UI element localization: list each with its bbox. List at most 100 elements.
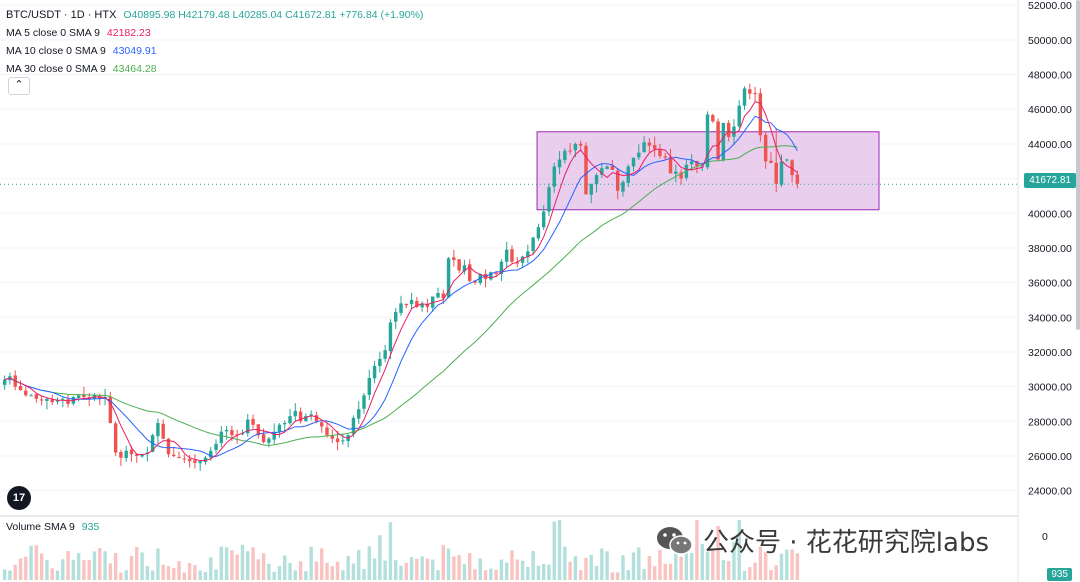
candle[interactable] bbox=[531, 237, 535, 251]
volume-bar[interactable] bbox=[224, 547, 229, 580]
volume-bar[interactable] bbox=[92, 551, 97, 580]
candle[interactable] bbox=[404, 303, 409, 306]
candle[interactable] bbox=[663, 156, 667, 158]
volume-bar[interactable] bbox=[568, 561, 572, 580]
candle[interactable] bbox=[177, 457, 181, 459]
candle[interactable] bbox=[605, 166, 609, 170]
volume-bar[interactable] bbox=[689, 553, 694, 580]
candle[interactable] bbox=[462, 265, 467, 272]
volume-bar[interactable] bbox=[674, 550, 678, 580]
volume-bar[interactable] bbox=[372, 558, 377, 580]
candle[interactable] bbox=[224, 429, 229, 432]
volume-bar[interactable] bbox=[716, 526, 720, 580]
candle[interactable] bbox=[288, 416, 292, 424]
candle[interactable] bbox=[298, 411, 303, 422]
volume-bar[interactable] bbox=[166, 566, 171, 580]
candle[interactable] bbox=[547, 187, 551, 212]
volume-bar[interactable] bbox=[531, 550, 535, 580]
volume-bar[interactable] bbox=[658, 549, 662, 580]
volume-bar[interactable] bbox=[13, 564, 17, 580]
volume-bar[interactable] bbox=[288, 562, 292, 580]
candle[interactable] bbox=[320, 422, 324, 427]
candle[interactable] bbox=[573, 143, 578, 151]
volume-bar[interactable] bbox=[642, 569, 646, 580]
candle[interactable] bbox=[785, 159, 789, 161]
volume-bar[interactable] bbox=[536, 565, 541, 580]
volume-bar[interactable] bbox=[668, 563, 673, 580]
candle[interactable] bbox=[24, 390, 28, 396]
volume-bar[interactable] bbox=[66, 550, 70, 580]
candle[interactable] bbox=[304, 416, 308, 422]
volume-bar[interactable] bbox=[573, 556, 578, 580]
candle[interactable] bbox=[45, 398, 49, 401]
volume-bar[interactable] bbox=[732, 542, 736, 580]
volume-bar[interactable] bbox=[420, 556, 424, 580]
candle[interactable] bbox=[721, 123, 726, 161]
candle[interactable] bbox=[526, 251, 530, 258]
candle[interactable] bbox=[452, 257, 456, 261]
volume-bar[interactable] bbox=[362, 569, 366, 580]
candle[interactable] bbox=[769, 160, 773, 163]
candle[interactable] bbox=[674, 171, 678, 174]
candle[interactable] bbox=[763, 134, 768, 162]
candle[interactable] bbox=[436, 293, 440, 298]
volume-bar[interactable] bbox=[541, 563, 546, 580]
volume-bar[interactable] bbox=[209, 557, 213, 580]
candle[interactable] bbox=[261, 434, 266, 443]
candle[interactable] bbox=[399, 303, 403, 313]
volume-bar[interactable] bbox=[29, 545, 33, 580]
candle[interactable] bbox=[383, 350, 387, 359]
candle[interactable] bbox=[494, 272, 498, 274]
volume-bar[interactable] bbox=[330, 566, 335, 580]
volume-bar[interactable] bbox=[87, 559, 91, 580]
candle[interactable] bbox=[446, 258, 451, 298]
volume-bar[interactable] bbox=[76, 553, 81, 580]
volume-bar[interactable] bbox=[504, 562, 509, 580]
candle[interactable] bbox=[314, 415, 319, 422]
volume-bar[interactable] bbox=[748, 567, 752, 580]
candle[interactable] bbox=[600, 168, 604, 175]
volume-bar[interactable] bbox=[415, 558, 419, 580]
candle[interactable] bbox=[283, 423, 287, 425]
candle[interactable] bbox=[536, 227, 541, 239]
candle[interactable] bbox=[362, 395, 366, 409]
volume-bar[interactable] bbox=[367, 546, 372, 580]
candle[interactable] bbox=[652, 145, 657, 150]
candle[interactable] bbox=[277, 424, 282, 432]
volume-legend[interactable]: Volume SMA 9 935 bbox=[6, 521, 99, 533]
collapse-legend-button[interactable]: ⌃ bbox=[8, 77, 30, 95]
candle[interactable] bbox=[695, 161, 699, 167]
candle[interactable] bbox=[193, 460, 197, 463]
volume-bar[interactable] bbox=[235, 554, 239, 580]
volume-bar[interactable] bbox=[462, 564, 467, 580]
volume-bar[interactable] bbox=[61, 559, 65, 580]
volume-bar[interactable] bbox=[256, 559, 261, 580]
volume-bar[interactable] bbox=[769, 570, 773, 580]
candle[interactable] bbox=[779, 161, 784, 185]
volume-bar[interactable] bbox=[547, 564, 551, 580]
volume-bar[interactable] bbox=[705, 551, 710, 580]
candle[interactable] bbox=[737, 105, 741, 127]
volume-bar[interactable] bbox=[346, 555, 350, 580]
candle[interactable] bbox=[393, 312, 398, 322]
volume-bar[interactable] bbox=[172, 568, 176, 580]
tradingview-logo-icon[interactable]: 17 bbox=[7, 486, 31, 510]
candle[interactable] bbox=[330, 435, 335, 439]
volume-bar[interactable] bbox=[161, 564, 165, 580]
volume-bar[interactable] bbox=[198, 570, 202, 580]
volume-bar[interactable] bbox=[557, 520, 562, 580]
candle[interactable] bbox=[61, 398, 65, 400]
candle[interactable] bbox=[647, 142, 652, 146]
symbol-title[interactable]: BTC/USDT · 1D · HTX bbox=[6, 9, 117, 21]
volume-bar[interactable] bbox=[695, 520, 699, 580]
candle[interactable] bbox=[50, 399, 54, 403]
candle[interactable] bbox=[668, 156, 673, 174]
volume-bar[interactable] bbox=[119, 572, 123, 580]
volume-bar[interactable] bbox=[320, 548, 324, 580]
candle[interactable] bbox=[166, 438, 171, 455]
volume-bar[interactable] bbox=[726, 561, 731, 580]
volume-bar[interactable] bbox=[589, 554, 593, 580]
candle[interactable] bbox=[689, 161, 694, 165]
volume-bar[interactable] bbox=[304, 571, 308, 580]
candle[interactable] bbox=[568, 150, 572, 152]
